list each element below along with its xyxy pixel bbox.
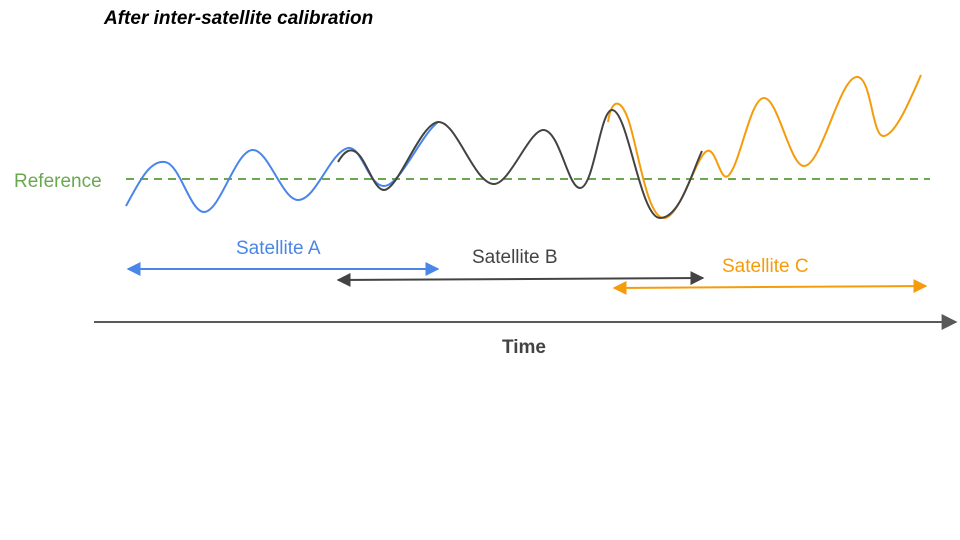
time-axis-label: Time	[502, 337, 546, 358]
satellite-b-range-arrow	[336, 271, 705, 287]
satellite-c-label: Satellite C	[722, 256, 809, 277]
satellite-b-signal	[337, 108, 703, 220]
satellite-b-label: Satellite B	[472, 247, 558, 268]
satellite-a-signal	[125, 121, 439, 214]
satellite-c-signal	[607, 74, 922, 220]
satellite-a-label: Satellite A	[236, 238, 321, 259]
satellite-c-range-arrow	[612, 279, 928, 295]
diagram-title: After inter-satellite calibration	[104, 8, 374, 29]
reference-label: Reference	[14, 171, 102, 192]
